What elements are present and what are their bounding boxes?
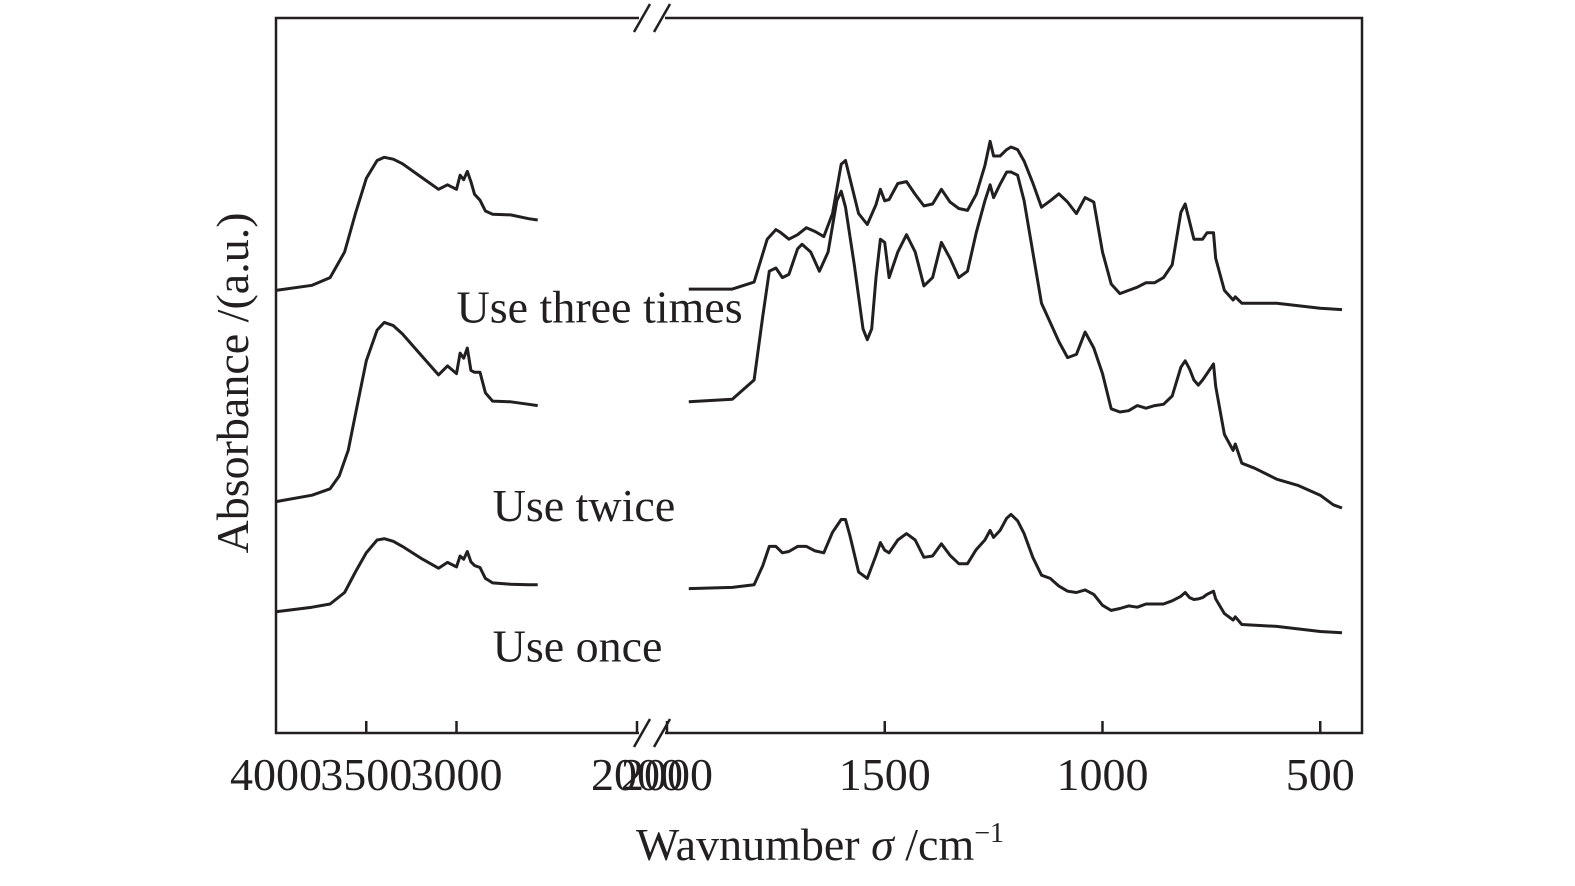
axis-break-marks bbox=[632, 3, 672, 748]
series-line-1-segment-1 bbox=[275, 155, 538, 292]
axis-break-gap-bottom bbox=[639, 729, 665, 737]
axis-break-slash-top bbox=[652, 3, 672, 33]
y-axis-title: Absorbance /(a.u.) bbox=[207, 212, 258, 553]
series-line-3-segment-1 bbox=[275, 537, 538, 614]
x-tick-label-3000: 3000 bbox=[411, 749, 503, 800]
plot-frame bbox=[274, 16, 1364, 735]
series-label-1: Use three times bbox=[457, 281, 743, 332]
x-tick-label-1000: 1000 bbox=[1056, 749, 1148, 800]
x-axis-title: Wavnumber σ /cm−1 bbox=[636, 818, 1004, 870]
series-label-3: Use once bbox=[493, 621, 663, 672]
x-tick-label-4000: 4000 bbox=[230, 749, 322, 800]
x-tick-label-2000: 2000 bbox=[591, 749, 683, 800]
axis-break-slash-top bbox=[632, 3, 652, 33]
series-lines bbox=[275, 139, 1343, 635]
x-tick-label-500: 500 bbox=[1286, 749, 1355, 800]
x-axis-title-text: Wavnumber bbox=[636, 819, 871, 870]
series-line-2-segment-1 bbox=[275, 320, 538, 504]
series-line-1-segment-2 bbox=[688, 139, 1343, 312]
x-tick-label-2000: 2000 bbox=[621, 749, 713, 800]
axis-break-slash-bottom bbox=[632, 718, 652, 748]
axis-break-gap-top bbox=[639, 14, 665, 22]
axis-titles: Wavnumber σ /cm−1 Absorbance /(a.u.) bbox=[207, 212, 1004, 870]
x-tick-label-3500: 3500 bbox=[320, 749, 412, 800]
x-axis-title-unit: /cm bbox=[905, 819, 974, 870]
x-tick-label-1500: 1500 bbox=[839, 749, 931, 800]
series-line-2-segment-2 bbox=[688, 170, 1343, 510]
series-line-3-segment-2 bbox=[688, 512, 1343, 635]
series-labels: Use three times Use twice Use once bbox=[457, 281, 743, 671]
x-axis-title-symbol: σ bbox=[871, 819, 905, 870]
series-label-2: Use twice bbox=[493, 480, 676, 531]
x-axis-ticks bbox=[365, 721, 1322, 733]
x-axis-title-unit-exponent: −1 bbox=[974, 818, 1004, 849]
